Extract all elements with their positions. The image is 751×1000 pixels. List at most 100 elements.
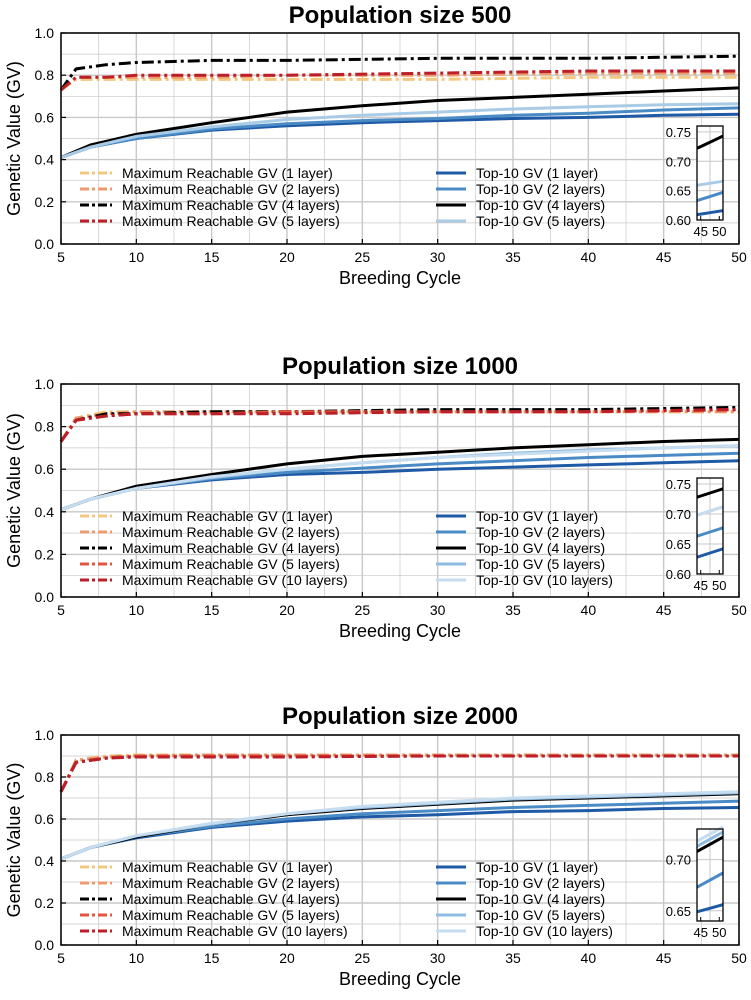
legend-label: Top-10 GV (2 layers) bbox=[476, 875, 605, 891]
inset-series-line bbox=[696, 209, 724, 217]
series-line-8 bbox=[60, 102, 740, 159]
inset-x-tick-label: 45 bbox=[693, 925, 707, 940]
legend-label: Maximum Reachable GV (2 layers) bbox=[122, 875, 340, 891]
x-tick-label: 40 bbox=[581, 950, 597, 966]
x-tick-label: 40 bbox=[581, 602, 597, 618]
y-tick-label: 0.2 bbox=[35, 895, 55, 911]
x-tick-label: 30 bbox=[430, 602, 446, 618]
inset-plot: 0.60 0.65 0.70 0.75 45 50 bbox=[666, 125, 727, 239]
inset-y-tick-label: 0.70 bbox=[666, 154, 691, 169]
inset-x-tick-label: 45 bbox=[693, 578, 707, 593]
x-tick-label: 20 bbox=[279, 602, 295, 618]
inset-series-line bbox=[696, 487, 724, 499]
axes-frame bbox=[60, 32, 740, 245]
legend-label: Maximum Reachable GV (5 layers) bbox=[122, 213, 340, 229]
y-tick-label: 0.4 bbox=[35, 152, 55, 168]
series-line-10 bbox=[60, 444, 740, 512]
x-tick-label: 30 bbox=[430, 950, 446, 966]
inset-frame bbox=[696, 125, 724, 221]
x-tick-label: 50 bbox=[731, 950, 747, 966]
chart-title: Population size 500 bbox=[289, 2, 512, 29]
inset-series-line bbox=[696, 179, 724, 187]
inset-y-tick-label: 0.65 bbox=[666, 184, 691, 199]
y-tick-label: 0.8 bbox=[35, 67, 55, 83]
x-tick-label: 10 bbox=[129, 249, 145, 265]
chart-panel-1: Population size 500 Maximum Reachable GV … bbox=[4, 2, 747, 288]
legend-label: Maximum Reachable GV (2 layers) bbox=[122, 524, 340, 540]
x-axis-label: Breeding Cycle bbox=[339, 969, 461, 989]
y-tick-label: 1.0 bbox=[35, 376, 55, 392]
x-axis-label: Breeding Cycle bbox=[339, 621, 461, 641]
series-line-10 bbox=[60, 790, 740, 861]
inset-plot: 0.65 0.70 45 50 bbox=[666, 825, 727, 940]
series-line-3 bbox=[59, 405, 740, 443]
inset-y-tick-label: 0.75 bbox=[666, 477, 691, 492]
legend-label: Top-10 GV (5 layers) bbox=[476, 907, 605, 923]
legend-label: Top-10 GV (10 layers) bbox=[476, 923, 613, 939]
inset-y-tick-label: 0.60 bbox=[666, 567, 691, 582]
chart-title: Population size 2000 bbox=[282, 703, 518, 730]
y-axis-label: Genetic Value (GV) bbox=[4, 763, 24, 918]
inset-series-line bbox=[696, 830, 724, 848]
legend-label: Top-10 GV (1 layer) bbox=[476, 859, 598, 875]
legend-label: Top-10 GV (1 layer) bbox=[476, 508, 598, 524]
x-tick-label: 35 bbox=[505, 950, 521, 966]
inset-series-line bbox=[696, 190, 724, 203]
inset-y-tick-label: 0.75 bbox=[666, 125, 691, 140]
y-tick-label: 0.6 bbox=[35, 811, 55, 827]
series-line-7 bbox=[60, 86, 740, 159]
x-tick-label: 20 bbox=[279, 950, 295, 966]
x-tick-label: 5 bbox=[57, 950, 65, 966]
inset-x-tick-label: 45 bbox=[693, 224, 707, 239]
legend-label: Top-10 GV (2 layers) bbox=[476, 524, 605, 540]
series-line-5 bbox=[59, 754, 739, 793]
x-tick-label: 10 bbox=[129, 950, 145, 966]
chart-panel-2: Population size 1000 Maximum Reachable GV… bbox=[4, 353, 747, 641]
axes-frame bbox=[60, 383, 740, 598]
legend-label: Maximum Reachable GV (2 layers) bbox=[122, 181, 340, 197]
y-tick-label: 0.2 bbox=[35, 194, 55, 210]
y-axis-label: Genetic Value (GV) bbox=[4, 61, 24, 216]
legend-label: Maximum Reachable GV (10 layers) bbox=[122, 572, 348, 588]
legend-label: Top-10 GV (5 layers) bbox=[476, 556, 605, 572]
y-tick-label: 1.0 bbox=[35, 727, 55, 743]
x-tick-label: 30 bbox=[430, 249, 446, 265]
x-tick-label: 50 bbox=[731, 249, 747, 265]
inset-series-line bbox=[696, 835, 724, 853]
x-tick-label: 45 bbox=[656, 602, 672, 618]
legend-label: Top-10 GV (1 layer) bbox=[476, 165, 598, 181]
x-tick-label: 45 bbox=[656, 249, 672, 265]
y-tick-label: 1.0 bbox=[35, 25, 55, 41]
chart-panel-3: Population size 2000 Maximum Reachable GV… bbox=[4, 703, 747, 989]
legend-label: Top-10 GV (4 layers) bbox=[476, 891, 605, 907]
x-axis-label: Breeding Cycle bbox=[339, 268, 461, 288]
legend-label: Maximum Reachable GV (5 layers) bbox=[122, 907, 340, 923]
y-tick-label: 0.8 bbox=[35, 419, 55, 435]
legend-label: Top-10 GV (5 layers) bbox=[476, 213, 605, 229]
legend-label: Maximum Reachable GV (1 layer) bbox=[122, 165, 333, 181]
inset-x-tick-label: 50 bbox=[712, 925, 726, 940]
inset-frame bbox=[696, 477, 724, 575]
y-tick-label: 0.6 bbox=[35, 109, 55, 125]
inset-series-line bbox=[696, 134, 724, 150]
x-tick-label: 20 bbox=[279, 249, 295, 265]
x-tick-label: 5 bbox=[57, 602, 65, 618]
inset-y-tick-label: 0.65 bbox=[666, 537, 691, 552]
x-tick-label: 5 bbox=[57, 249, 65, 265]
legend-label: Maximum Reachable GV (4 layers) bbox=[122, 540, 340, 556]
legend-label: Maximum Reachable GV (4 layers) bbox=[122, 891, 340, 907]
inset-y-tick-label: 0.65 bbox=[666, 904, 691, 919]
inset-y-tick-label: 0.70 bbox=[666, 507, 691, 522]
x-tick-label: 35 bbox=[505, 602, 521, 618]
y-tick-label: 0.4 bbox=[35, 853, 55, 869]
inset-series-line bbox=[696, 825, 724, 843]
series-line-3 bbox=[59, 54, 740, 91]
y-tick-label: 0.0 bbox=[35, 236, 55, 252]
x-tick-label: 25 bbox=[355, 249, 371, 265]
y-tick-label: 0.2 bbox=[35, 546, 55, 562]
legend-label: Top-10 GV (2 layers) bbox=[476, 181, 605, 197]
inset-series-line bbox=[696, 526, 724, 538]
legend-label: Top-10 GV (10 layers) bbox=[476, 572, 613, 588]
inset-y-tick-label: 0.70 bbox=[666, 853, 691, 868]
